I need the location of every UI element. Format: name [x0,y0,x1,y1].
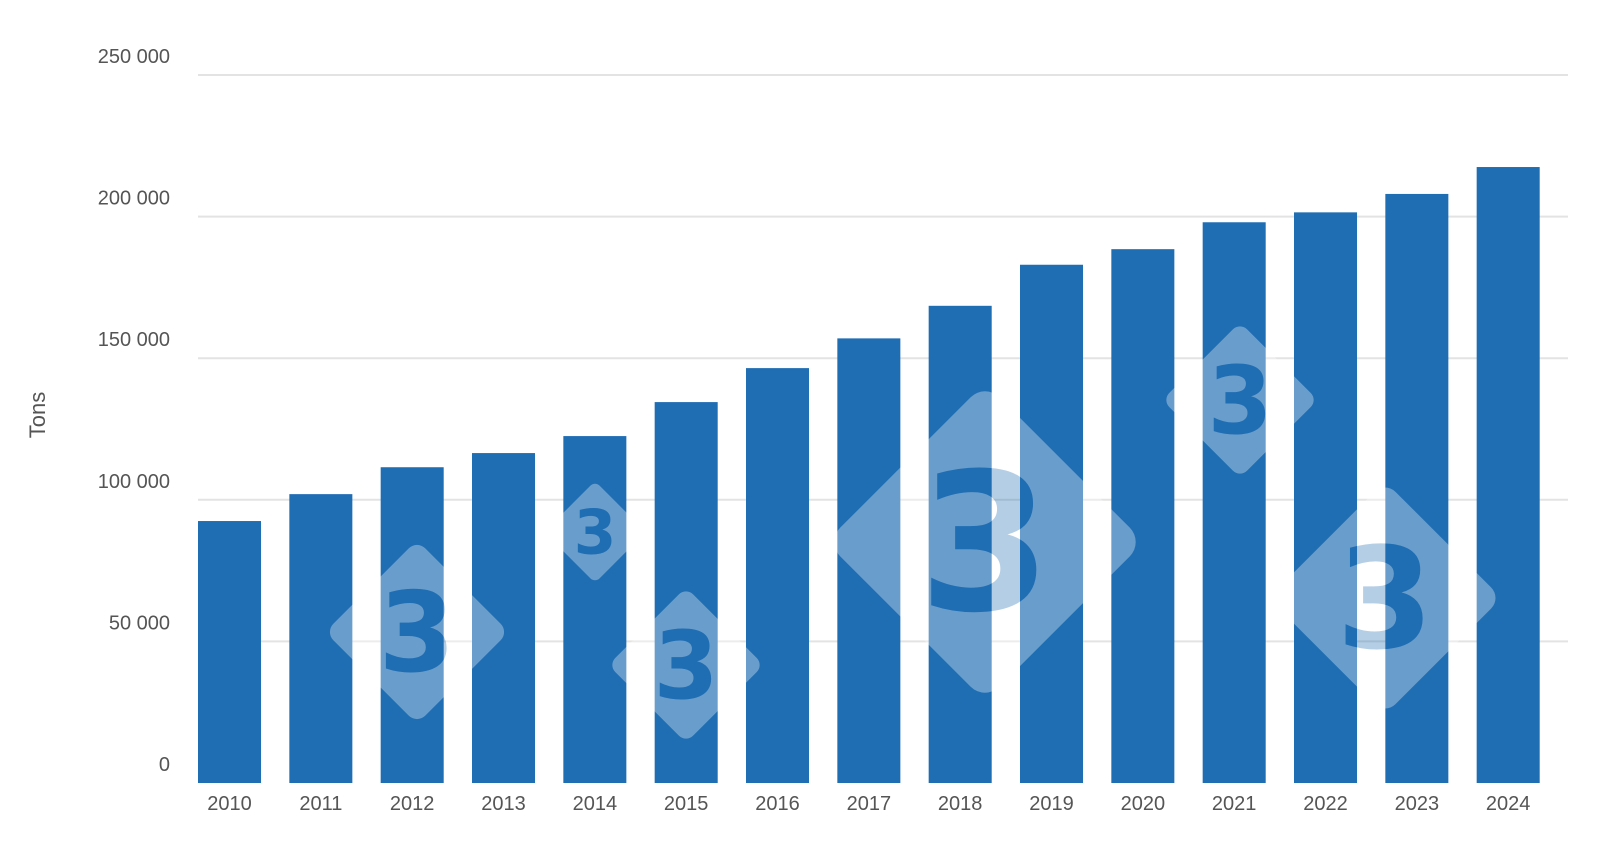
x-tick-label: 2022 [1303,793,1348,815]
x-tick-label: 2014 [573,793,618,815]
watermark-diamond [834,391,1136,693]
watermark-glyph: 3 [653,612,718,721]
watermark-logo: 3 [1166,326,1314,474]
watermark-diamond [1274,487,1496,709]
y-axis-ticks: 0 50 000 100 000 150 000 200 000 250 000 [98,46,170,776]
bar [837,338,901,783]
watermark-glyph: 3 [1336,519,1434,682]
y-axis-title: Tons [25,392,50,438]
bars [198,167,1540,784]
y-tick-label: 0 [159,754,170,776]
x-tick-label: 2020 [1121,793,1166,815]
y-tick-label: 100 000 [98,471,170,493]
watermark-diamond [1166,326,1314,474]
bar [563,436,627,783]
watermark-glyph: 3 [574,498,617,569]
bar [1385,193,1449,784]
bar [746,368,810,783]
watermark-logo: 3 [1274,487,1496,709]
watermark-logo: 3 [612,591,760,739]
x-tick-label: 2021 [1212,793,1257,815]
x-tick-label: 2015 [664,793,709,815]
x-axis-ticks: 2010 2011 2012 2013 2014 2015 2016 2017 2018 2019… [207,793,1530,815]
x-tick-label: 2018 [938,793,983,815]
x-tick-label: 2012 [390,793,435,815]
watermark-diamond [329,544,505,720]
y-tick-label: 50 000 [109,612,170,634]
watermark-glyph: 3 [918,433,1051,656]
bar [289,494,353,783]
y-tick-label: 250 000 [98,46,170,68]
watermark-glyph: 3 [379,569,456,698]
watermark-logo: 3 [329,544,505,720]
bar [654,402,718,783]
bar [1476,167,1540,784]
watermark-glyph: 3 [1207,347,1272,456]
bar [1202,222,1266,783]
y-tick-label: 150 000 [98,329,170,351]
watermark-logo: 3 [546,483,644,581]
watermark-logo: 3 [834,391,1136,693]
x-tick-label: 2016 [755,793,800,815]
x-tick-label: 2011 [299,793,342,815]
bar [928,305,992,783]
watermark-diamond [546,483,644,581]
bar [472,453,536,783]
bar [380,467,444,783]
bar [198,521,262,783]
bar [1294,212,1358,784]
x-tick-label: 2017 [847,793,892,815]
bar [1020,264,1084,783]
y-tick-label: 200 000 [98,188,170,210]
x-tick-label: 2010 [207,793,252,815]
x-tick-label: 2013 [481,793,526,815]
x-tick-label: 2019 [1029,793,1074,815]
bar [1111,249,1175,784]
x-tick-label: 2023 [1395,793,1440,815]
x-tick-label: 2024 [1486,793,1531,815]
watermark-diamond [612,591,760,739]
